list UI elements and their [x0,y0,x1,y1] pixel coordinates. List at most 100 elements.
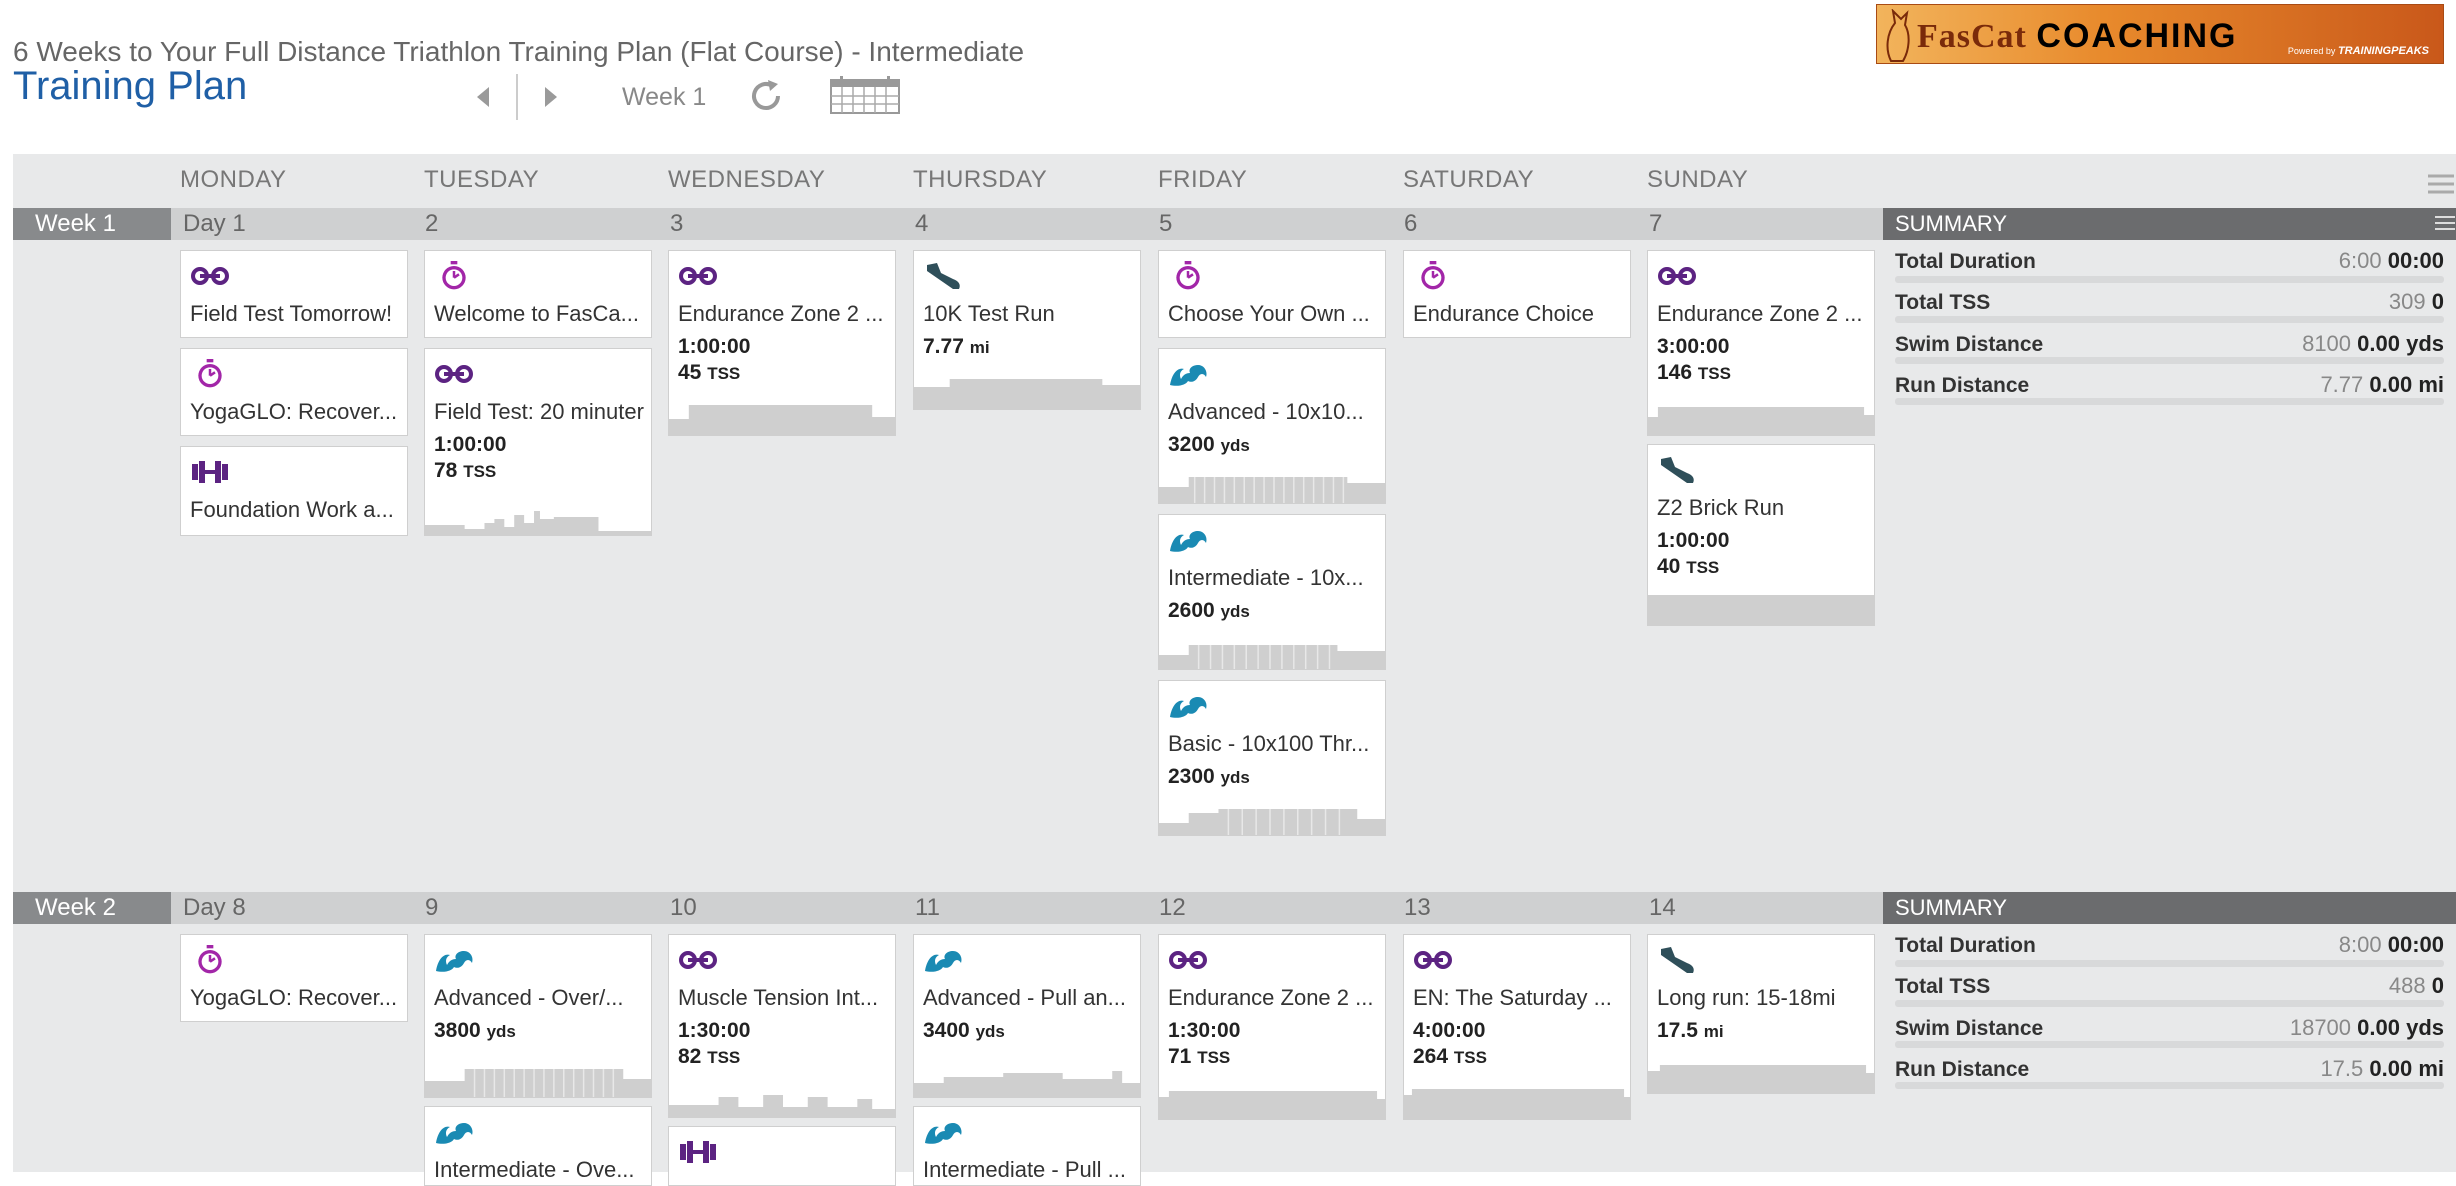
dumbbell-icon [190,457,230,487]
tss-unit: TSS [707,364,741,383]
summary-completed: 0 [2431,973,2444,998]
swim-icon [434,945,474,975]
tss-value: 45 [678,361,702,384]
workout-title: Field Test Tomorrow! [190,301,393,326]
stopwatch-icon [190,945,230,975]
day-header-friday: FRIDAY [1158,166,1248,193]
dumbbell-icon [678,1137,718,1167]
bike-icon [434,359,474,389]
workout-tss: 264 TSS [1413,1045,1487,1069]
distance-value: 3200 [1168,433,1215,456]
week-navigation: Week 1 [458,72,706,122]
summary-completed: 0.00 yds [2357,331,2444,356]
tss-value: 264 [1413,1045,1449,1068]
summary-row-swim-distance: Swim Distance 8100 0.00 yds [1883,327,2456,368]
workout-card[interactable]: Endurance Zone 2 ... 1:00:00 45 TSS [668,250,896,436]
workout-card[interactable]: Advanced - Over/... 3800 yds [424,934,652,1098]
summary-completed: 0.00 mi [2369,1056,2444,1081]
workout-title: Choose Your Own ... [1168,301,1370,326]
summary-row-run-distance: Run Distance 7.77 0.00 mi [1883,368,2456,409]
distance-unit: mi [1703,1022,1724,1041]
summary-value: 17.5 0.00 mi [2320,1056,2444,1082]
workout-distance: 3400 yds [923,1019,1005,1043]
hamburger-icon [2428,174,2454,194]
summary-progress-bar [1895,960,2444,967]
tss-unit: TSS [1453,1048,1487,1067]
week-1-bar: Week 1 Day 1 2 3 4 5 6 7 [13,208,1883,240]
summary-row-total-duration: Total Duration 6:00 00:00 [1883,244,2456,285]
workout-title: Endurance Zone 2 ... [1168,985,1374,1010]
workout-card[interactable]: Field Test Tomorrow! [180,250,408,338]
distance-unit: yds [1220,602,1250,621]
workout-card[interactable]: Advanced - Pull an... 3400 yds [913,934,1141,1098]
calendar-menu-button[interactable] [2426,172,2456,196]
day-headers: MONDAY TUESDAY WEDNESDAY THURSDAY FRIDAY… [13,154,2456,206]
logo-powered-by: Powered by TRAININGPEAKS [2288,45,2429,57]
day-number: 10 [670,894,697,921]
summary-menu-icon[interactable] [2434,214,2456,232]
workout-title: Intermediate - Ove... [434,1157,635,1182]
refresh-button[interactable] [748,78,784,114]
distance-value: 3400 [923,1019,970,1042]
summary-value: 8100 0.00 yds [2302,331,2444,357]
workout-card[interactable]: Intermediate - Pull ... [913,1106,1141,1186]
tss-value: 71 [1168,1045,1192,1068]
calendar-picker-button[interactable] [830,76,900,114]
bike-icon [1657,261,1697,291]
previous-week-button[interactable] [458,74,508,120]
workout-profile-chart [1159,809,1385,835]
workout-profile-chart [1648,407,1874,435]
workout-profile-chart [669,1095,895,1117]
week-1-label: Week 1 [13,208,171,240]
summary-progress-bar [1895,1000,2444,1007]
summary-label: Total TSS [1895,291,1991,314]
workout-card[interactable]: YogaGLO: Recover... [180,348,408,436]
workout-profile-chart [425,511,651,535]
stopwatch-icon [434,261,474,291]
logo-brand-a: FasCat [1917,18,2027,55]
workout-card[interactable]: Endurance Zone 2 ... 3:00:00 146 TSS [1647,250,1875,436]
summary-label: Total Duration [1895,250,2036,273]
workout-profile-chart [669,405,895,435]
workout-card[interactable]: Z2 Brick Run 1:00:00 40 TSS [1647,444,1875,626]
workout-card[interactable]: Choose Your Own ... [1158,250,1386,338]
day-number: Day 8 [183,894,246,921]
day-number: 13 [1404,894,1431,921]
workout-card[interactable]: Intermediate - 10x... 2600 yds [1158,514,1386,670]
workout-duration: 1:00:00 [434,433,507,456]
workout-card[interactable]: Endurance Zone 2 ... 1:30:00 71 TSS [1158,934,1386,1120]
workout-card[interactable]: Welcome to FasCa... [424,250,652,338]
swim-icon [923,945,963,975]
workout-card[interactable]: Long run: 15-18mi 17.5 mi [1647,934,1875,1094]
workout-card[interactable]: Endurance Choice [1403,250,1631,338]
day-header-wednesday: WEDNESDAY [668,166,826,193]
summary-planned: 488 [2388,973,2426,998]
workout-title: Foundation Work a... [190,497,394,522]
workout-card[interactable]: Muscle Tension Int... 1:30:00 82 TSS [668,934,896,1118]
refresh-icon [752,80,780,110]
workout-tss: 82 TSS [678,1045,740,1069]
workout-profile-chart [1648,1065,1874,1093]
workout-card[interactable]: Foundation Work a... [180,446,408,536]
week-2-bar: Week 2 Day 8 9 10 11 12 13 14 [13,892,1883,924]
workout-card[interactable] [668,1126,896,1186]
workout-card[interactable]: Basic - 10x100 Thr... 2300 yds [1158,680,1386,836]
summary-value: 18700 0.00 yds [2290,1015,2444,1041]
bike-icon [678,945,718,975]
workout-card[interactable]: Field Test: 20 minuter 1:00:00 78 TSS [424,348,652,536]
workout-card[interactable]: Intermediate - Ove... [424,1106,652,1186]
summary-label: Run Distance [1895,1058,2030,1081]
workout-card[interactable]: Advanced - 10x10... 3200 yds [1158,348,1386,504]
next-week-button[interactable] [526,74,576,120]
workout-card[interactable]: YogaGLO: Recover... [180,934,408,1022]
workout-title: EN: The Saturday ... [1413,985,1612,1010]
summary-planned: 18700 [2289,1015,2352,1040]
workout-title: Endurance Zone 2 ... [1657,301,1863,326]
page-header: 6 Weeks to Your Full Distance Triathlon … [0,0,2456,150]
workout-duration: 1:30:00 [678,1019,751,1042]
workout-card[interactable]: EN: The Saturday ... 4:00:00 264 TSS [1403,934,1631,1120]
summary-label: Total TSS [1895,975,1991,998]
current-week-label: Week 1 [622,82,707,111]
bike-icon [1413,945,1453,975]
workout-card[interactable]: 10K Test Run 7.77 mi [913,250,1141,410]
